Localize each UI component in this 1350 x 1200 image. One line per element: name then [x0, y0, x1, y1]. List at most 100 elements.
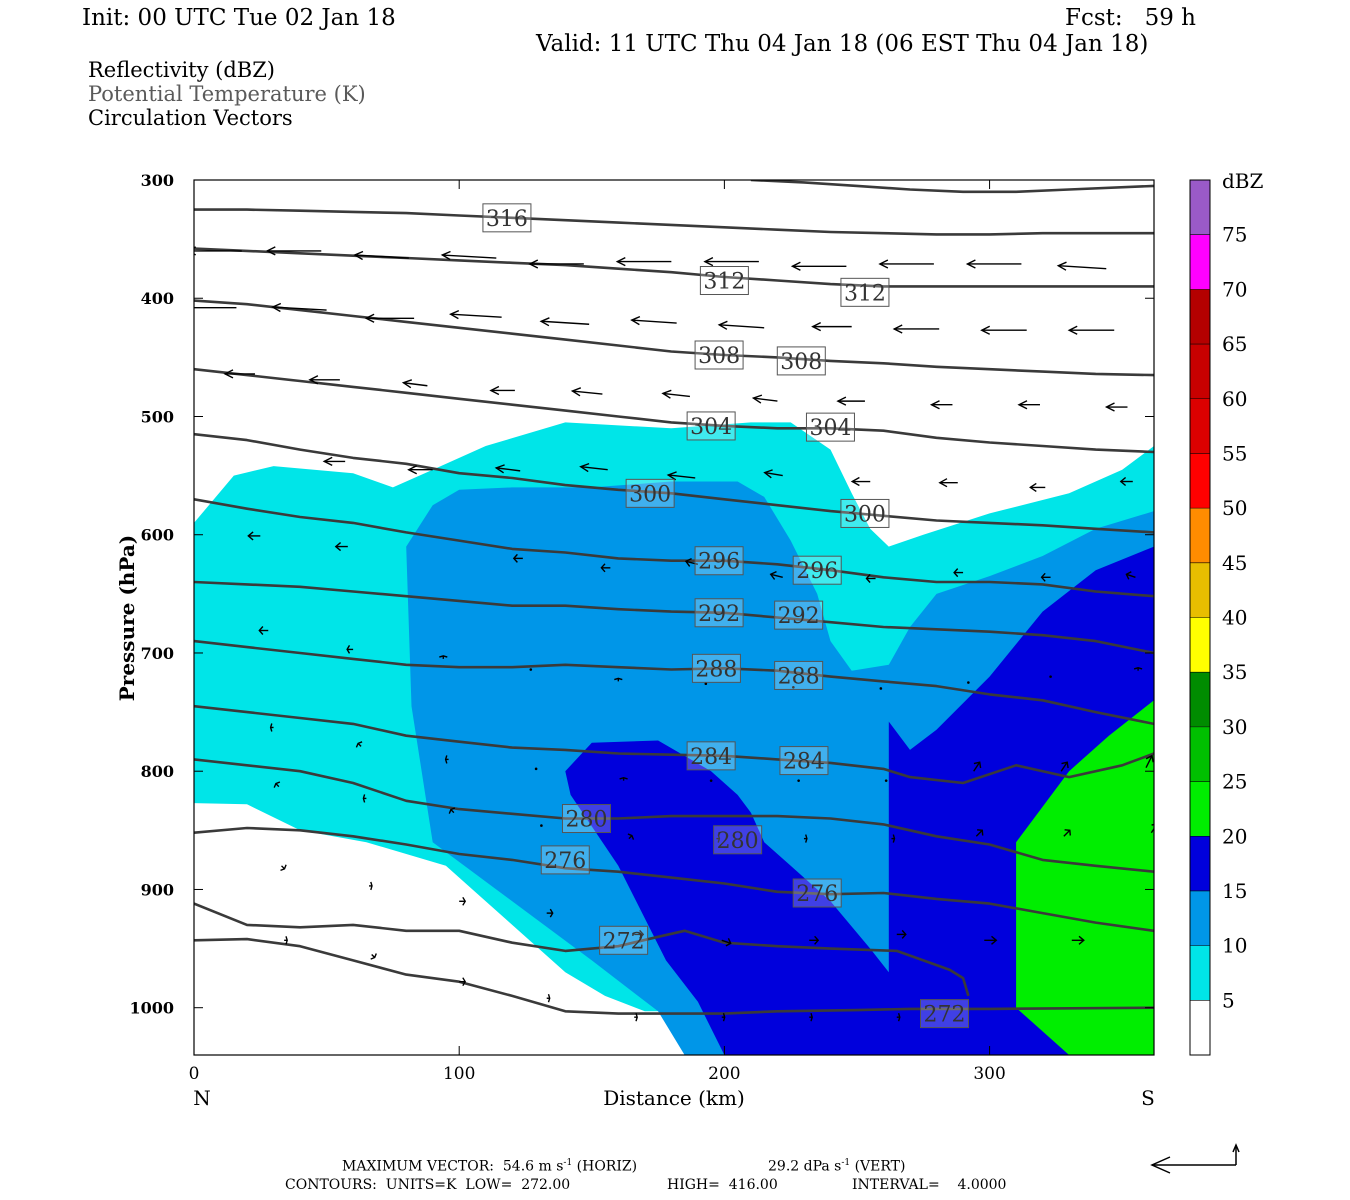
circulation-vector [721, 938, 732, 947]
theta-contour-284 [194, 704, 1154, 785]
vector-dot [792, 685, 795, 689]
circulation-vector [449, 309, 502, 320]
vector-shaft [764, 471, 783, 477]
contour-label: 304 [686, 411, 736, 441]
contour-label-box [686, 741, 736, 771]
circulation-vector [401, 379, 428, 389]
vector-head [850, 476, 860, 487]
vector-dot [704, 682, 708, 686]
circulation-vector [878, 259, 934, 269]
colorbar-cell [1190, 890, 1210, 946]
circulation-vector [273, 781, 281, 788]
contour-label: 300 [840, 498, 890, 528]
vector-dot [884, 779, 888, 782]
vector-head [462, 896, 467, 906]
contour-label-text: 292 [698, 602, 740, 627]
vector-head [1119, 476, 1127, 487]
contour-label: 276 [540, 845, 590, 875]
circulation-vector [627, 833, 635, 840]
vector-shaft [354, 254, 409, 259]
contour-label-text: 276 [796, 882, 838, 907]
vector-head [892, 324, 903, 334]
circulation-vector [439, 655, 448, 659]
vector-head [865, 574, 871, 583]
vector-shaft [541, 320, 590, 325]
vector-head [1056, 261, 1067, 271]
vector-shaft [753, 397, 778, 402]
circulation-vector [512, 553, 523, 563]
contour-label-text: 284 [690, 745, 732, 770]
circulation-vector [1145, 754, 1154, 768]
reference-vector-vertical-head [1232, 1143, 1240, 1153]
vector-dot [529, 668, 533, 671]
vector-head [440, 250, 451, 261]
contour-high: HIGH= 416.00 [667, 1177, 778, 1193]
theta-contour-288 [194, 639, 1154, 726]
vector-head [722, 1012, 726, 1022]
circulation-vector [984, 935, 998, 945]
max-vector-horizontal: MAXIMUM VECTOR: 54.6 m s-1 (HORIZ) [342, 1158, 638, 1175]
circulation-vector [769, 570, 783, 580]
vector-head [1133, 666, 1143, 670]
circulation-vector [836, 396, 865, 406]
contour-label: 296 [792, 555, 842, 585]
circulation-vector [803, 834, 808, 843]
circulation-vector [258, 626, 269, 635]
vector-shaft [973, 761, 981, 772]
colorbar-cell [1190, 617, 1210, 673]
contour-label-box [694, 598, 744, 628]
vector-shaft [450, 313, 502, 318]
circulation-vector [440, 250, 497, 261]
colorbar-label: 20 [1222, 824, 1247, 848]
contour-label: 292 [694, 598, 744, 628]
circulation-vector [891, 834, 896, 843]
vector-head [1125, 571, 1132, 580]
vector-head [901, 929, 907, 939]
contour-label-text: 280 [717, 829, 759, 854]
vector-head [439, 655, 448, 658]
vector-head [1061, 761, 1069, 769]
vector-head [703, 256, 714, 267]
circulation-vector [721, 1012, 726, 1022]
contour-label: 288 [691, 653, 741, 683]
circulation-vectors [194, 246, 1154, 1022]
contour-label: 308 [694, 340, 744, 370]
circulation-vector [284, 936, 288, 945]
vector-head [528, 259, 539, 269]
contour-label-box [792, 878, 842, 908]
colorbar-label: 40 [1222, 606, 1247, 630]
vector-head [1040, 572, 1046, 582]
vector-head [953, 568, 959, 578]
circulation-vector [980, 325, 1027, 335]
plot-frame [193, 179, 1155, 1056]
contour-label-box [713, 825, 763, 855]
y-tick-label: 400 [141, 289, 174, 308]
circulation-vector [1104, 402, 1128, 412]
circulation-vector [355, 741, 363, 748]
circulation-vector [938, 478, 958, 488]
contour-label-box [840, 498, 890, 528]
circulation-vector [1029, 482, 1046, 492]
contour-label-text: 296 [796, 559, 838, 584]
circulation-vector [194, 307, 237, 309]
contour-label-box [694, 546, 744, 576]
vector-head [579, 462, 590, 473]
circulation-vector [534, 767, 538, 771]
circulation-vector [865, 574, 876, 583]
circulation-vector [896, 1012, 901, 1022]
vector-shaft [442, 254, 497, 259]
y-tick-label: 700 [141, 644, 174, 663]
vector-dot [967, 681, 970, 684]
vector-head [717, 320, 728, 330]
forecast-hour: Fcst: 59 h [1065, 5, 1196, 31]
contour-label-box [919, 999, 969, 1029]
contour-interval: INTERVAL= 4.0000 [852, 1177, 1007, 1193]
contour-label-text: 284 [783, 750, 825, 775]
contour-label-box [561, 804, 611, 834]
colorbar-cell [1190, 289, 1210, 345]
contour-label: 276 [792, 878, 842, 908]
vector-head [614, 677, 623, 681]
vector-head [223, 369, 234, 379]
colorbar-label: 25 [1222, 770, 1247, 794]
vector-head [666, 471, 677, 481]
